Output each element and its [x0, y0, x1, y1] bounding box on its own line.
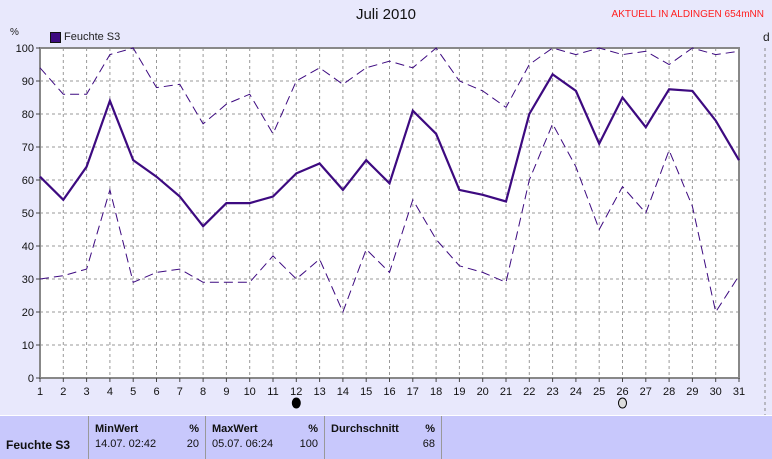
y-tick-label: 10 [22, 340, 34, 352]
x-tick-label: 5 [130, 386, 136, 398]
series-line-min [39, 122, 740, 314]
x-tick-label: 15 [360, 386, 372, 398]
x-tick-label: 22 [523, 386, 535, 398]
x-tick-label: 25 [593, 386, 605, 398]
x-tick-label: 28 [663, 386, 675, 398]
max-date: 05.07. 06:24 [212, 438, 274, 450]
max-cell: MaxWert % 05.07. 06:24 100 [205, 416, 324, 459]
x-tick-label: 27 [640, 386, 652, 398]
x-tick-label: 29 [686, 386, 698, 398]
series-line-mean [39, 72, 740, 228]
y-axis-unit: % [10, 27, 19, 38]
row-label: Feuchte S3 [6, 438, 71, 452]
chart-title: Juli 2010 [355, 6, 417, 23]
min-date: 14.07. 02:42 [95, 438, 157, 450]
y-tick-label: 40 [22, 241, 34, 253]
x-tick-label: 20 [477, 386, 489, 398]
x-tick-label: 10 [244, 386, 256, 398]
open-moon-icon [618, 397, 627, 409]
max-value: 100 [299, 438, 318, 450]
avg-cell: Durchschnitt % 68 [324, 416, 441, 459]
x-tick-label: 1 [37, 386, 43, 398]
min-header: MinWert [95, 423, 139, 435]
x-tick-label: 11 [267, 386, 278, 398]
legend-swatch [50, 31, 61, 43]
x-tick-label: 31 [733, 386, 745, 398]
x-tick-label: 6 [153, 386, 159, 398]
y-tick-label: 0 [28, 373, 34, 385]
y-tick-label: 50 [22, 208, 34, 220]
x-tick-label: 26 [616, 386, 628, 398]
right-axis-unit: d [763, 30, 770, 44]
legend: Feuchte S3 [50, 31, 120, 43]
avg-unit: % [425, 423, 435, 435]
x-tick-label: 24 [570, 386, 582, 398]
legend-label: Feuchte S3 [64, 31, 121, 43]
stats-table: Feuchte S3 MinWert % 14.07. 02:42 20 Max… [0, 415, 772, 459]
y-tick-label: 100 [16, 43, 34, 55]
y-tick-label: 80 [22, 109, 34, 121]
min-unit: % [189, 423, 199, 435]
y-tick-label: 60 [22, 175, 34, 187]
min-cell: MinWert % 14.07. 02:42 20 [88, 416, 205, 459]
y-tick-label: 70 [22, 142, 34, 154]
x-tick-label: 9 [223, 386, 229, 398]
y-tick-label: 20 [22, 307, 34, 319]
x-tick-label: 19 [453, 386, 465, 398]
x-tick-label: 13 [313, 386, 325, 398]
x-tick-label: 2 [60, 386, 66, 398]
y-tick-label: 30 [22, 274, 34, 286]
x-tick-label: 12 [290, 386, 302, 398]
x-tick-label: 8 [200, 386, 206, 398]
avg-value: 68 [422, 438, 435, 450]
max-header: MaxWert [212, 423, 258, 435]
x-tick-label: 18 [430, 386, 442, 398]
x-tick-label: 7 [177, 386, 183, 398]
min-value: 20 [186, 438, 199, 450]
station-note: AKTUELL IN ALDINGEN 654mNN [611, 9, 764, 20]
x-tick-label: 23 [546, 386, 558, 398]
x-tick-label: 16 [383, 386, 395, 398]
empty-cell [441, 416, 767, 459]
x-tick-label: 14 [337, 386, 349, 398]
avg-header: Durchschnitt [331, 423, 399, 435]
x-tick-label: 4 [107, 386, 113, 398]
x-tick-label: 30 [710, 386, 722, 398]
x-tick-label: 17 [407, 386, 419, 398]
x-tick-label: 3 [84, 386, 90, 398]
max-unit: % [308, 423, 318, 435]
x-tick-label: 21 [500, 386, 512, 398]
series-line-max [39, 47, 740, 135]
y-tick-label: 90 [22, 76, 34, 88]
full-moon-filled-icon [291, 397, 301, 409]
